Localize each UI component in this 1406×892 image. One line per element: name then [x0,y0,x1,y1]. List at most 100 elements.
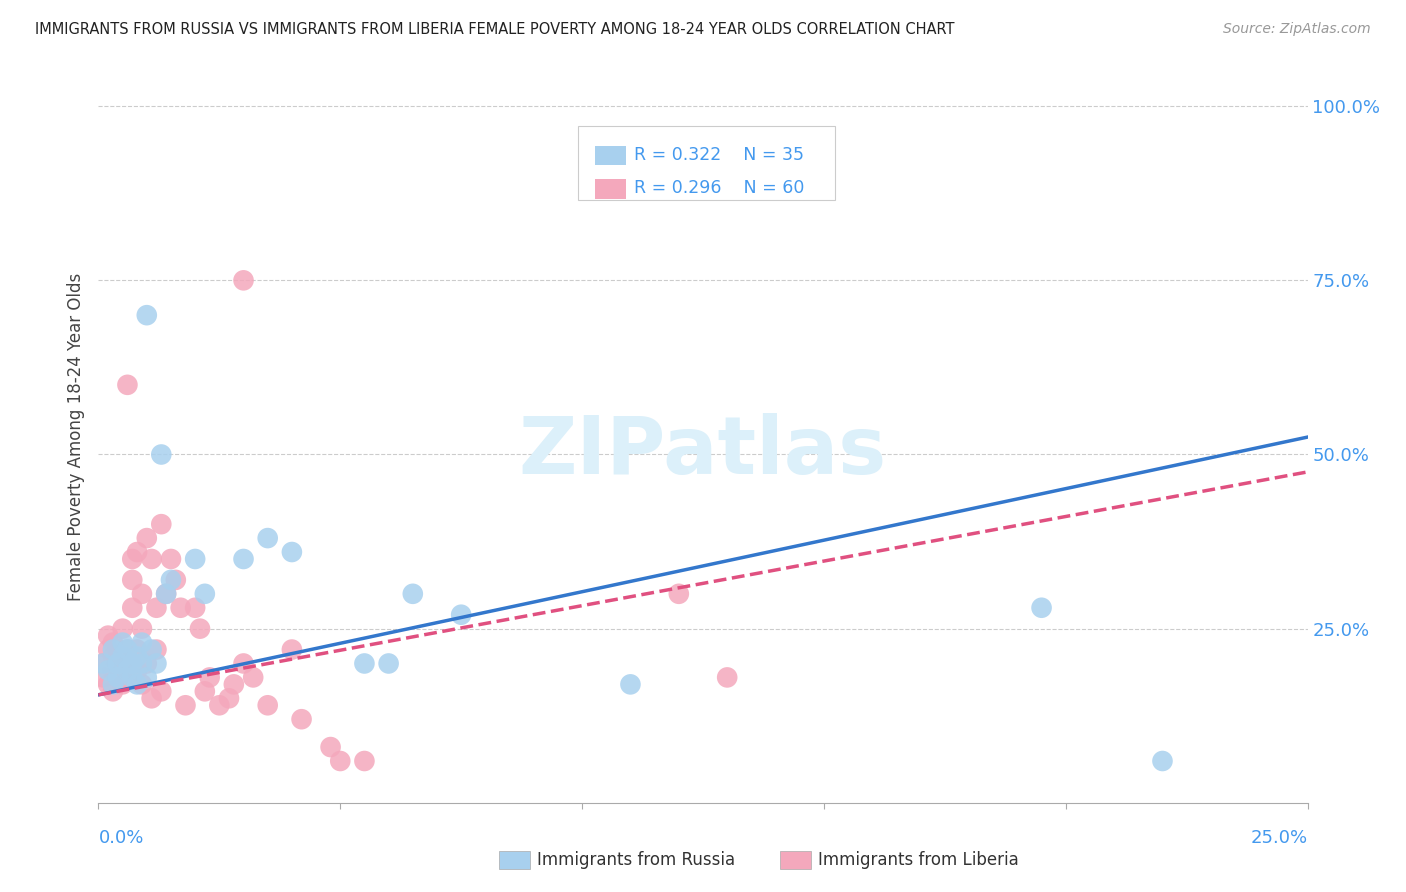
Point [107,657,129,671]
Point [222,677,245,691]
Point [107,642,129,657]
Point [121,552,143,566]
Point [141,642,163,657]
Point [184,600,207,615]
Point [121,573,143,587]
Point [150,684,173,698]
Point [402,587,425,601]
Point [135,657,157,671]
Point [117,657,139,671]
Point [131,677,153,691]
Point [1152,754,1174,768]
Point [329,754,352,768]
Point [117,377,139,392]
Point [111,664,134,678]
Point [319,740,342,755]
Point [145,600,167,615]
Point [111,677,134,691]
Point [107,657,129,671]
Y-axis label: Female Poverty Among 18-24 Year Olds: Female Poverty Among 18-24 Year Olds [66,273,84,601]
Point [127,649,149,664]
Point [256,698,278,713]
Point [290,712,312,726]
Point [97,629,120,643]
Text: Immigrants from Russia: Immigrants from Russia [537,851,735,869]
Point [256,531,278,545]
Point [155,587,177,601]
Point [1031,600,1053,615]
Point [716,670,738,684]
Point [127,642,149,657]
Text: Source: ZipAtlas.com: Source: ZipAtlas.com [1223,22,1371,37]
Point [377,657,399,671]
Point [198,670,221,684]
Text: 0.0%: 0.0% [98,829,143,847]
Point [165,573,187,587]
Point [127,545,149,559]
Point [131,635,153,649]
Point [111,649,134,664]
Point [188,622,211,636]
Text: 25.0%: 25.0% [1250,829,1308,847]
Point [232,657,254,671]
Point [450,607,472,622]
Point [619,677,641,691]
Point [101,677,124,691]
Point [121,600,143,615]
Point [135,308,157,322]
Point [150,517,173,532]
Point [135,531,157,545]
Point [184,552,207,566]
Point [150,448,173,462]
Point [91,657,114,671]
Point [141,691,163,706]
Point [194,587,217,601]
Point [353,657,375,671]
Text: R = 0.296    N = 60: R = 0.296 N = 60 [634,179,804,197]
Point [101,649,124,664]
Point [101,642,124,657]
Point [91,657,114,671]
Point [127,664,149,678]
Point [242,670,264,684]
Point [127,677,149,691]
Point [97,664,120,678]
Point [160,552,183,566]
Point [111,649,134,664]
Point [232,273,254,287]
Point [160,573,183,587]
Point [101,664,124,678]
Point [121,657,143,671]
Point [101,635,124,649]
Point [131,657,153,671]
Point [218,691,240,706]
Text: R = 0.322    N = 35: R = 0.322 N = 35 [634,145,804,164]
Point [107,670,129,684]
Point [111,635,134,649]
Point [117,642,139,657]
Point [97,677,120,691]
Point [131,587,153,601]
Point [169,600,191,615]
Point [232,552,254,566]
Point [101,684,124,698]
Point [174,698,197,713]
Point [194,684,217,698]
Point [131,622,153,636]
Point [145,657,167,671]
Point [668,587,690,601]
Point [281,545,304,559]
Point [155,587,177,601]
Point [353,754,375,768]
Point [117,670,139,684]
Point [121,670,143,684]
Text: Immigrants from Liberia: Immigrants from Liberia [818,851,1019,869]
Point [107,670,129,684]
Point [91,670,114,684]
Point [117,664,139,678]
Text: IMMIGRANTS FROM RUSSIA VS IMMIGRANTS FROM LIBERIA FEMALE POVERTY AMONG 18-24 YEA: IMMIGRANTS FROM RUSSIA VS IMMIGRANTS FRO… [35,22,955,37]
Point [281,642,304,657]
Point [208,698,231,713]
Point [145,642,167,657]
Point [97,642,120,657]
